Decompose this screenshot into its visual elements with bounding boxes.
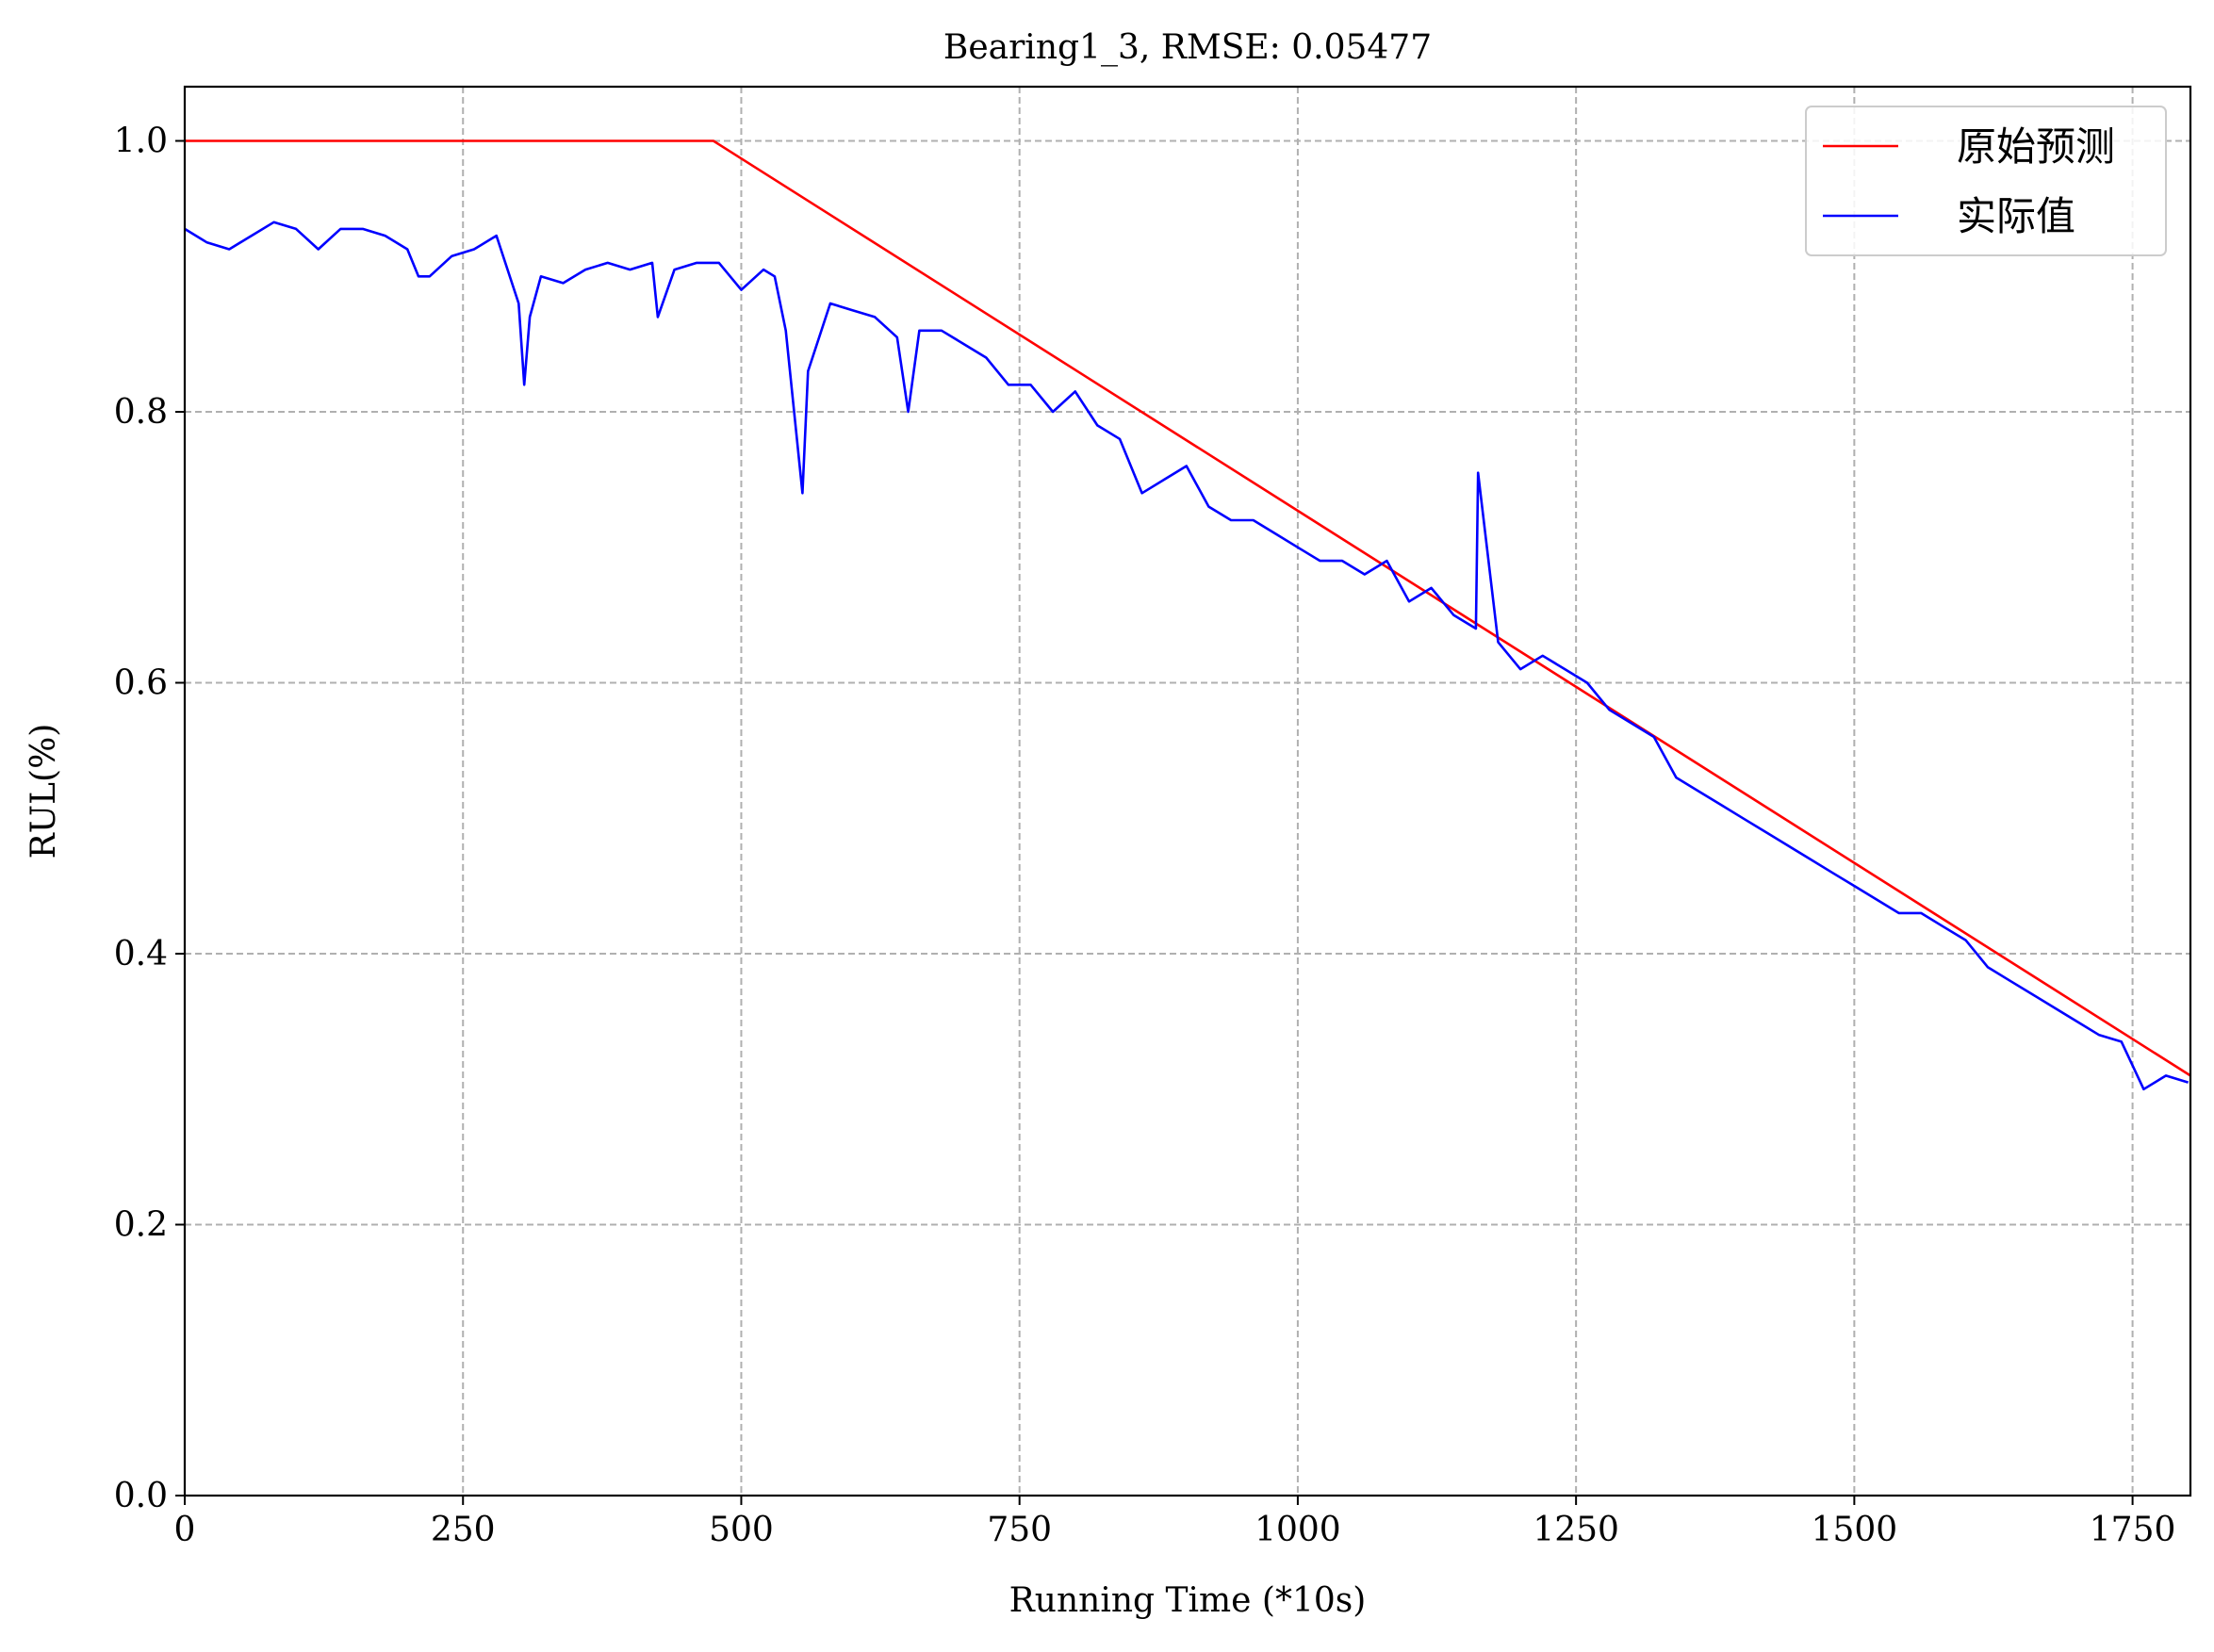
x-tick-label: 1000 xyxy=(1255,1511,1341,1549)
y-tick-label: 0.8 xyxy=(114,393,168,432)
y-axis-label: RUL(%) xyxy=(25,724,63,859)
x-axis-label: Running Time (*10s) xyxy=(1009,1581,1367,1620)
y-tick-label: 0.6 xyxy=(114,664,168,703)
y-tick-label: 1.0 xyxy=(114,123,168,161)
legend: 原始预测 实际值 xyxy=(1805,106,2167,256)
x-tick-label: 0 xyxy=(174,1511,196,1549)
tick-layer: 0 250 500 750 1000 1250 1500 1750 0.0 0.2 0.4 0.6 0.… xyxy=(114,123,2176,1550)
y-tick-label: 0.0 xyxy=(114,1477,168,1515)
x-tick-label: 250 xyxy=(431,1511,496,1549)
x-tick-label: 1250 xyxy=(1533,1511,1619,1549)
y-tick-label: 0.4 xyxy=(114,935,168,973)
x-tick-label: 1500 xyxy=(1812,1511,1898,1549)
legend-label-1: 实际值 xyxy=(1957,193,2075,239)
series-line-1 xyxy=(184,221,2189,1091)
series-line-0 xyxy=(185,139,2191,1077)
legend-label-0: 原始预测 xyxy=(1957,123,2115,170)
plot-frame xyxy=(183,85,2192,1497)
x-tick-label: 1750 xyxy=(2090,1511,2176,1549)
series-layer xyxy=(184,139,2191,1091)
y-tick-label: 0.2 xyxy=(114,1206,168,1245)
legend-box xyxy=(1805,106,2167,256)
x-tick-label: 750 xyxy=(987,1511,1052,1549)
x-tick-label: 500 xyxy=(709,1511,774,1549)
chart-title: Bearing1_3, RMSE: 0.05477 xyxy=(943,28,1432,67)
